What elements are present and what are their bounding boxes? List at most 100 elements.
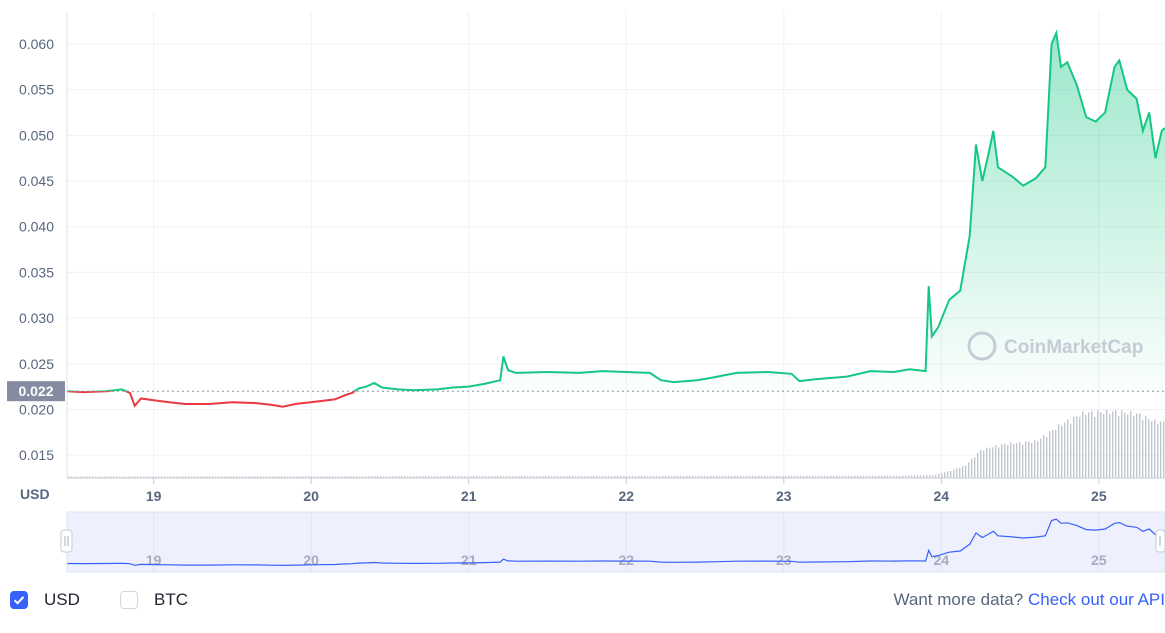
volume-bar bbox=[284, 476, 286, 478]
volume-bar bbox=[80, 476, 82, 478]
volume-bar bbox=[905, 475, 907, 478]
volume-bar bbox=[611, 476, 613, 478]
volume-bar bbox=[1133, 416, 1135, 478]
volume-bar bbox=[170, 476, 172, 478]
volume-bar bbox=[407, 476, 409, 478]
volume-bar bbox=[809, 475, 811, 478]
volume-bar bbox=[356, 476, 358, 478]
y-tick-label: 0.045 bbox=[19, 173, 54, 189]
volume-bar bbox=[815, 475, 817, 478]
usd-label[interactable]: USD bbox=[44, 590, 80, 609]
volume-bar bbox=[788, 475, 790, 478]
volume-bar bbox=[959, 467, 961, 478]
volume-bar bbox=[1079, 417, 1081, 478]
volume-bar bbox=[215, 476, 217, 478]
volume-bar bbox=[230, 476, 232, 478]
volume-bar bbox=[119, 476, 121, 478]
volume-bar bbox=[818, 475, 820, 478]
volume-bar bbox=[689, 475, 691, 478]
volume-bar bbox=[188, 476, 190, 478]
volume-bar bbox=[953, 469, 955, 478]
volume-bar bbox=[500, 476, 502, 478]
volume-bar bbox=[377, 476, 379, 478]
volume-bar bbox=[695, 475, 697, 478]
price-line-down bbox=[66, 391, 417, 408]
volume-bar bbox=[824, 475, 826, 478]
volume-bar bbox=[293, 476, 295, 478]
volume-bar bbox=[1103, 413, 1105, 478]
y-tick-label: 0.030 bbox=[19, 310, 54, 326]
volume-bar bbox=[452, 476, 454, 478]
volume-bar bbox=[266, 476, 268, 478]
navigator-background bbox=[67, 512, 1165, 572]
volume-bar bbox=[875, 475, 877, 478]
btc-label[interactable]: BTC bbox=[154, 590, 188, 609]
volume-bar bbox=[686, 475, 688, 478]
volume-bar bbox=[1106, 409, 1108, 478]
x-tick-label: 20 bbox=[303, 488, 319, 504]
volume-bar bbox=[530, 476, 532, 478]
volume-bar bbox=[503, 476, 505, 478]
volume-bar bbox=[551, 476, 553, 478]
volume-bar bbox=[1004, 443, 1006, 478]
volume-bar bbox=[941, 472, 943, 478]
volume-bar bbox=[1109, 414, 1111, 478]
volume-bar bbox=[182, 476, 184, 478]
volume-bar bbox=[821, 475, 823, 478]
y-tick-label: 0.020 bbox=[19, 401, 54, 417]
volume-bar bbox=[770, 475, 772, 478]
volume-bar bbox=[392, 476, 394, 478]
navigator-tick-label: 19 bbox=[146, 552, 162, 568]
volume-bar bbox=[1016, 443, 1018, 478]
volume-bar bbox=[1049, 431, 1051, 478]
volume-bar bbox=[299, 476, 301, 478]
navigator-left-handle[interactable] bbox=[60, 529, 73, 553]
volume-bar bbox=[401, 476, 403, 478]
volume-bar bbox=[893, 475, 895, 478]
volume-bar bbox=[260, 476, 262, 478]
volume-bar bbox=[323, 476, 325, 478]
volume-bar bbox=[800, 475, 802, 478]
volume-bar bbox=[131, 476, 133, 478]
volume-bar bbox=[1127, 414, 1129, 478]
volume-bar bbox=[404, 476, 406, 478]
volume-bar bbox=[563, 476, 565, 478]
volume-bar bbox=[917, 475, 919, 478]
volume-bar bbox=[1091, 411, 1093, 478]
volume-bar bbox=[1034, 440, 1036, 478]
volume-bar bbox=[167, 476, 169, 478]
volume-bar bbox=[1085, 414, 1087, 478]
btc-checkbox[interactable] bbox=[120, 591, 138, 609]
volume-bar bbox=[629, 476, 631, 478]
volume-bar bbox=[1028, 441, 1030, 478]
navigator-tick-label: 23 bbox=[776, 552, 792, 568]
volume-bar bbox=[1157, 424, 1159, 478]
volume-bar bbox=[248, 476, 250, 478]
volume-bar bbox=[140, 476, 142, 478]
volume-bar bbox=[623, 476, 625, 478]
volume-bar bbox=[1031, 443, 1033, 478]
volume-bar bbox=[974, 457, 976, 478]
volume-bar bbox=[329, 476, 331, 478]
volume-bar bbox=[1046, 437, 1048, 478]
volume-bar bbox=[626, 476, 628, 478]
api-link[interactable]: Check out our API bbox=[1027, 590, 1165, 609]
volume-bar bbox=[146, 476, 148, 478]
volume-bar bbox=[1037, 441, 1039, 478]
volume-bar bbox=[614, 476, 616, 478]
volume-bar bbox=[362, 476, 364, 478]
volume-bar bbox=[713, 475, 715, 478]
volume-bar bbox=[1130, 411, 1132, 478]
volume-bar bbox=[995, 445, 997, 478]
volume-bar bbox=[470, 476, 472, 478]
volume-bar bbox=[479, 476, 481, 478]
volume-bar bbox=[464, 476, 466, 478]
volume-bar bbox=[857, 475, 859, 478]
volume-bar bbox=[902, 475, 904, 478]
volume-bar bbox=[509, 476, 511, 478]
volume-bar bbox=[1043, 435, 1045, 478]
volume-bar bbox=[269, 476, 271, 478]
volume-bar bbox=[674, 476, 676, 478]
usd-checkbox[interactable] bbox=[10, 591, 28, 609]
